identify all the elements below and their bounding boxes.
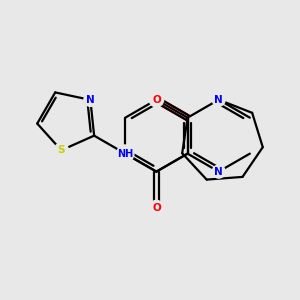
Circle shape bbox=[54, 143, 68, 158]
Circle shape bbox=[212, 93, 225, 106]
Text: N: N bbox=[86, 95, 95, 105]
Circle shape bbox=[149, 92, 164, 107]
Circle shape bbox=[149, 200, 164, 215]
Text: S: S bbox=[58, 145, 65, 155]
Circle shape bbox=[212, 165, 225, 178]
Text: O: O bbox=[152, 202, 161, 213]
Text: O: O bbox=[152, 95, 161, 105]
Text: N: N bbox=[214, 167, 223, 177]
Circle shape bbox=[84, 93, 97, 106]
Circle shape bbox=[117, 145, 134, 162]
Text: N: N bbox=[214, 95, 223, 105]
Text: NH: NH bbox=[117, 148, 134, 159]
